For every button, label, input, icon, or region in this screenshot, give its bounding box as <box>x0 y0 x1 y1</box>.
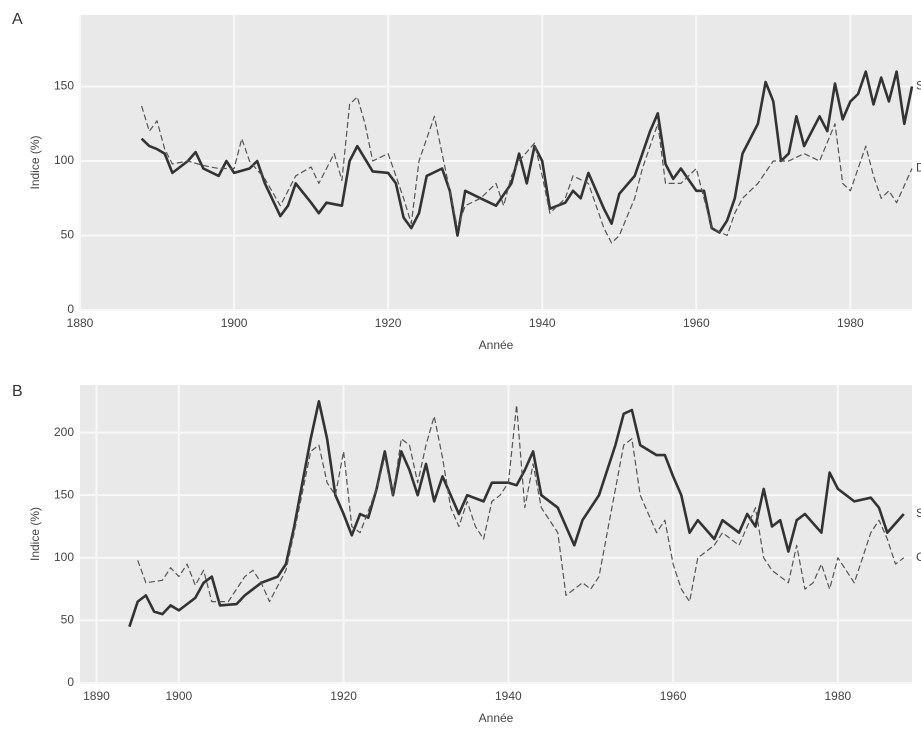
y-tick-label: 50 <box>61 228 75 242</box>
x-tick-label: 1960 <box>660 689 687 703</box>
x-tick-label: 1900 <box>221 316 248 330</box>
panel-label: B <box>12 383 23 400</box>
y-tick-label: 50 <box>61 613 75 627</box>
x-tick-label: 1920 <box>375 316 402 330</box>
plot-background <box>80 15 912 310</box>
x-tick-label: 1940 <box>529 316 556 330</box>
series-label: C <box>916 550 921 564</box>
y-tick-label: 0 <box>67 302 74 316</box>
series-label: D <box>916 161 921 175</box>
y-tick-label: 0 <box>67 675 74 689</box>
y-axis-label: Indice (%) <box>28 135 42 189</box>
y-tick-label: 150 <box>54 79 74 93</box>
y-tick-label: 200 <box>54 425 74 439</box>
x-axis-label: Année <box>479 711 514 725</box>
x-axis-label: Année <box>479 338 514 352</box>
y-tick-label: 100 <box>54 153 74 167</box>
x-tick-label: 1980 <box>825 689 852 703</box>
y-tick-label: 100 <box>54 550 74 564</box>
x-tick-label: 1890 <box>83 689 110 703</box>
series-label: S <box>916 79 921 93</box>
series-line <box>141 96 913 244</box>
y-tick-label: 150 <box>54 487 74 501</box>
x-tick-label: 1920 <box>330 689 357 703</box>
x-tick-label: 1900 <box>165 689 192 703</box>
x-tick-label: 1980 <box>837 316 864 330</box>
x-tick-label: 1960 <box>683 316 710 330</box>
y-axis-label: Indice (%) <box>28 507 42 561</box>
panel-label: A <box>12 11 23 28</box>
plot-background <box>80 385 912 683</box>
x-tick-label: 1940 <box>495 689 522 703</box>
series-line <box>140 70 914 237</box>
series-line <box>137 404 905 603</box>
series-label: S <box>916 506 921 520</box>
x-tick-label: 1880 <box>67 316 94 330</box>
